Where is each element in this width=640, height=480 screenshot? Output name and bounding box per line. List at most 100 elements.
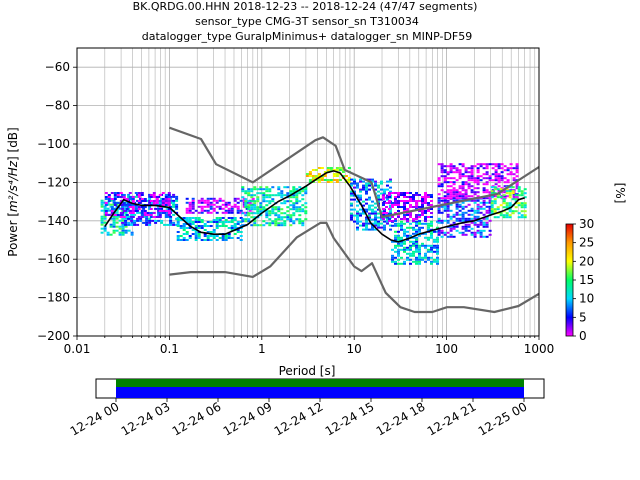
density-cell: [359, 178, 362, 181]
density-cell: [335, 179, 339, 181]
density-cell: [421, 206, 424, 208]
colorbar-tick-label: 30: [579, 217, 594, 231]
density-cell: [491, 163, 495, 166]
density-cell: [400, 220, 403, 223]
density-cell: [115, 221, 119, 224]
density-cell: [271, 194, 275, 197]
density-cell: [415, 202, 418, 204]
density-cell: [119, 216, 123, 218]
density-cell: [344, 175, 348, 177]
density-cell: [151, 219, 155, 222]
density-cell: [385, 212, 388, 214]
density-cell: [515, 163, 519, 166]
density-cell: [517, 204, 521, 207]
density-cell: [188, 205, 192, 208]
density-cell: [461, 201, 465, 204]
density-cell: [247, 200, 251, 203]
density-cell: [515, 171, 519, 174]
density-cell: [265, 196, 269, 199]
density-cell: [347, 167, 351, 169]
density-cell: [175, 195, 179, 198]
density-cell: [418, 262, 421, 265]
density-cell: [424, 244, 427, 247]
y-tick-label: −180: [37, 291, 70, 305]
density-cell: [227, 227, 231, 229]
density-cell: [377, 216, 380, 219]
density-cell: [443, 205, 447, 208]
density-cell: [394, 230, 397, 233]
density-cell: [130, 219, 134, 222]
density-cell: [520, 204, 524, 207]
density-cell: [488, 193, 492, 196]
density-cell: [502, 216, 506, 219]
density-cell: [382, 202, 385, 204]
density-cell: [461, 197, 465, 200]
density-cell: [227, 237, 231, 239]
density-cell: [176, 223, 180, 225]
density-cell: [467, 179, 471, 182]
density-cell: [301, 190, 305, 193]
density-cell: [157, 207, 161, 210]
density-cell: [473, 215, 477, 218]
density-cell: [397, 252, 400, 255]
density-cell: [107, 214, 111, 216]
density-cell: [377, 224, 380, 227]
density-cell: [259, 192, 263, 195]
density-cell: [446, 235, 450, 238]
density-cell: [436, 240, 439, 243]
density-cell: [494, 171, 498, 174]
density-cell: [464, 189, 468, 192]
density-cell: [505, 216, 509, 219]
density-cell: [335, 167, 339, 169]
density-cell: [221, 235, 225, 237]
density-cell: [191, 223, 195, 225]
density-cell: [250, 196, 254, 199]
density-cell: [262, 196, 266, 199]
density-cell: [121, 193, 125, 196]
density-cell: [485, 225, 489, 228]
x-tick-label: 0.01: [64, 342, 91, 356]
density-cell: [514, 198, 518, 201]
density-cell: [508, 204, 512, 207]
density-cell: [241, 190, 245, 193]
density-cell: [485, 183, 489, 186]
density-cell: [130, 221, 134, 224]
density-cell: [283, 212, 287, 215]
density-cell: [458, 173, 462, 176]
density-cell: [490, 204, 494, 207]
density-cell: [350, 202, 353, 205]
density-cell: [188, 201, 192, 204]
density-cell: [127, 217, 131, 220]
density-cell: [154, 219, 158, 222]
density-cell: [122, 198, 126, 200]
density-cell: [437, 217, 441, 220]
density-cell: [412, 260, 415, 263]
density-cell: [122, 196, 126, 198]
density-cell: [470, 207, 474, 210]
density-cell: [461, 173, 465, 176]
density-cell: [128, 210, 132, 212]
density-cell: [175, 199, 179, 202]
density-cell: [103, 217, 107, 220]
density-cell: [311, 179, 315, 181]
density-cell: [365, 182, 368, 185]
density-cell: [112, 209, 116, 212]
density-cell: [215, 223, 219, 225]
density-cell: [406, 226, 409, 229]
density-cell: [389, 186, 392, 189]
density-cell: [125, 198, 129, 200]
density-cell: [212, 219, 216, 221]
density-cell: [280, 216, 284, 219]
density-cell: [430, 220, 433, 223]
density-cell: [215, 239, 219, 241]
density-cell: [430, 250, 433, 253]
density-cell: [332, 173, 336, 175]
density-cell: [119, 214, 123, 216]
density-cell: [292, 188, 296, 191]
density-cell: [371, 226, 374, 229]
density-cell: [485, 173, 489, 176]
density-cell: [292, 222, 296, 225]
density-cell: [116, 202, 120, 204]
density-cell: [440, 185, 444, 188]
plot-frame: [76, 47, 540, 337]
